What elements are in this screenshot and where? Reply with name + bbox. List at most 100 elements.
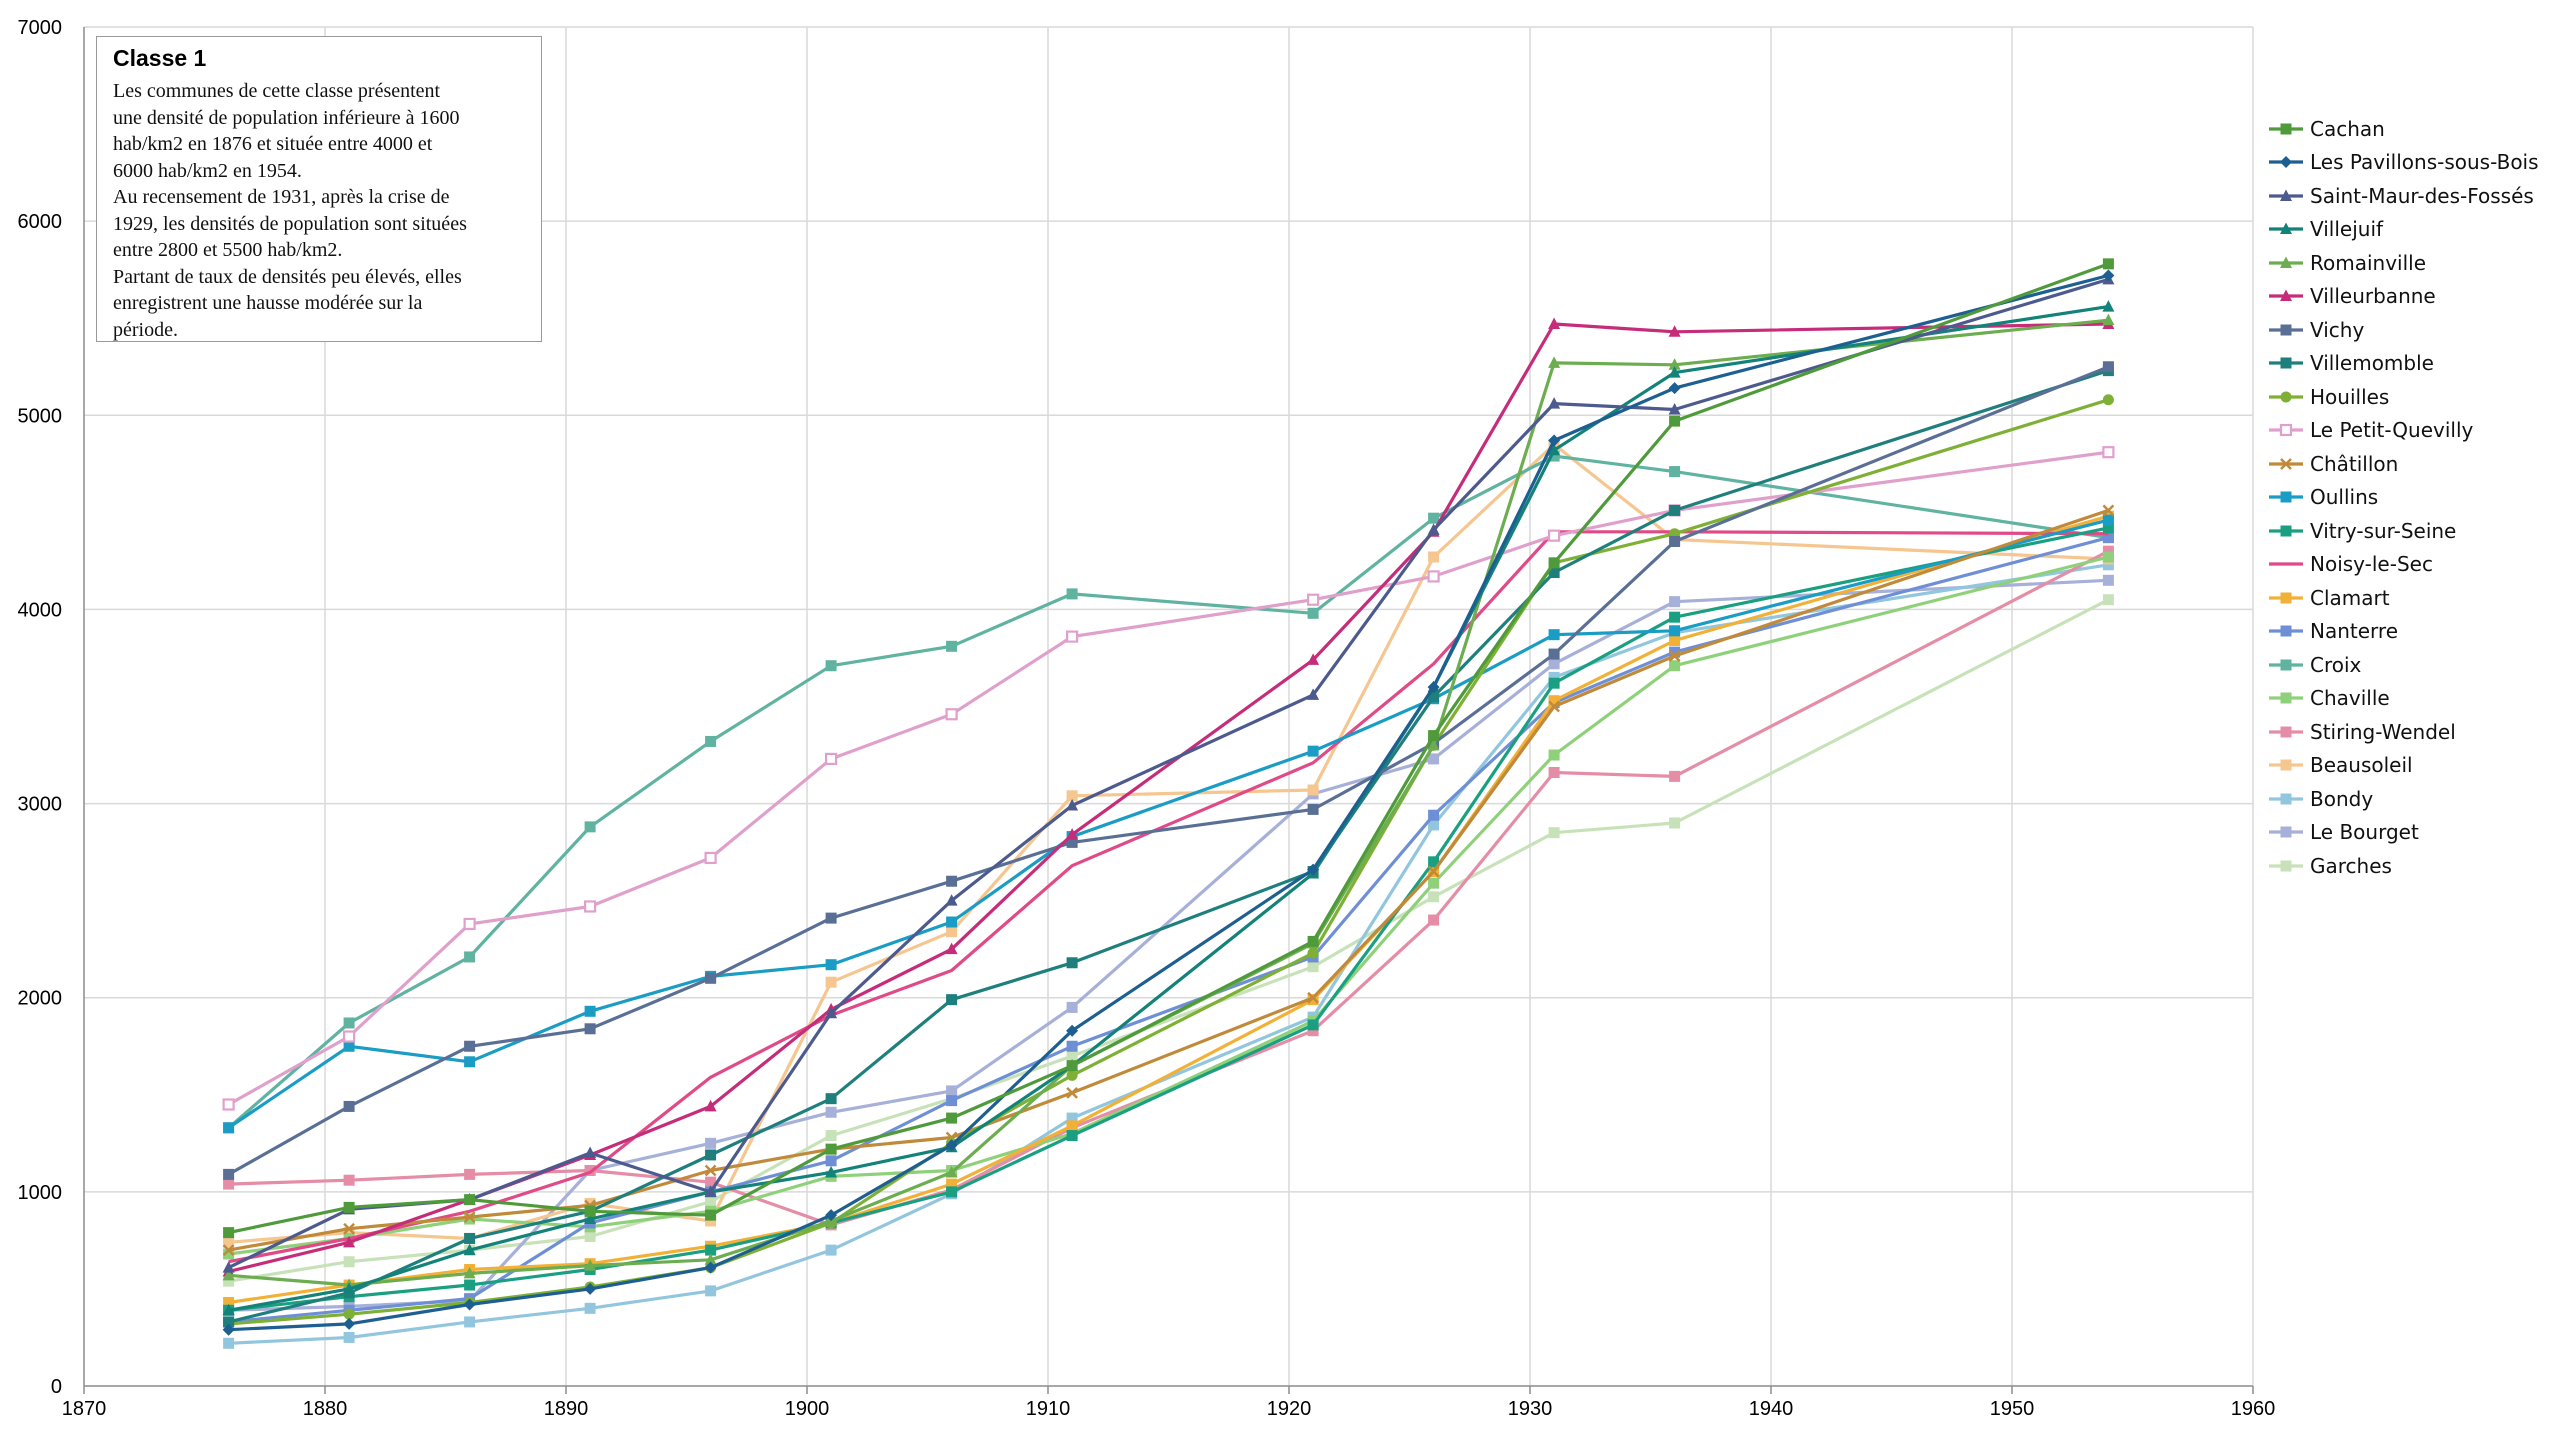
- legend-item: Beausoleil: [2268, 749, 2553, 783]
- data-point: [946, 994, 958, 1006]
- data-point: [825, 1209, 838, 1222]
- series-nanterre: [223, 532, 2114, 1328]
- data-point: [343, 1174, 355, 1186]
- data-point: [1066, 1001, 1078, 1013]
- legend-label: Les Pavillons-sous-Bois: [2310, 150, 2539, 175]
- data-point: [1307, 991, 1319, 1004]
- data-point: [1307, 935, 1319, 947]
- data-point: [2102, 574, 2114, 586]
- data-point: [1428, 856, 1440, 868]
- data-point: [2102, 394, 2114, 406]
- legend-swatch-marker: [2280, 659, 2292, 671]
- data-point: [222, 1244, 235, 1256]
- series-garches: [223, 594, 2114, 1287]
- series-cachan: [223, 258, 2114, 1239]
- data-point: [1669, 415, 1681, 427]
- annotation-text: Les communes de cette classe présentent …: [113, 78, 523, 343]
- data-point: [343, 1317, 356, 1330]
- legend-label: Romainville: [2310, 250, 2427, 275]
- annotation-line: 1929, les densités de population sont si…: [113, 212, 467, 235]
- legend-item: Villemomble: [2268, 347, 2553, 381]
- data-point: [1669, 625, 1681, 637]
- data-point: [2102, 258, 2114, 270]
- legend-swatch: [2269, 289, 2303, 302]
- annotation-line: une densité de population inférieure à 1…: [113, 106, 460, 129]
- data-point: [464, 1194, 476, 1206]
- x-tick-label: 1900: [785, 1398, 830, 1420]
- axes: [83, 27, 2254, 1394]
- legend-item: Villeurbanne: [2268, 280, 2553, 314]
- legend-swatch: [2269, 357, 2303, 369]
- legend-item: Clamart: [2268, 581, 2553, 615]
- data-point: [1428, 877, 1440, 889]
- series-stiring-wendel: [223, 545, 2114, 1231]
- data-point: [945, 1165, 958, 1178]
- legend-label: Bondy: [2310, 786, 2374, 811]
- legend-label: Châtillon: [2310, 451, 2399, 476]
- x-tick-label: 1960: [2231, 1398, 2276, 1420]
- legend-label: Oullins: [2310, 485, 2379, 510]
- data-point: [1427, 523, 1440, 535]
- data-point: [825, 1155, 837, 1167]
- annotation-line: enregistrent une hausse modérée sur la: [113, 292, 423, 314]
- data-point: [1669, 596, 1681, 608]
- data-point: [583, 900, 597, 913]
- legend-swatch-marker: [2280, 793, 2292, 805]
- data-point: [1669, 634, 1681, 646]
- legend-swatch-marker: [2280, 123, 2292, 135]
- data-point: [1066, 1120, 1078, 1132]
- annotation-line: Les communes de cette classe présentent: [113, 80, 441, 102]
- data-point: [1668, 382, 1681, 395]
- data-point: [1307, 863, 1320, 876]
- data-point: [463, 917, 476, 931]
- data-point: [464, 1168, 476, 1180]
- data-point: [584, 1282, 597, 1295]
- y-tick-label: 3000: [18, 794, 63, 816]
- data-point: [704, 1185, 717, 1197]
- marker-stroke: [463, 1211, 476, 1223]
- data-point: [945, 1139, 958, 1152]
- data-point: [946, 1095, 958, 1107]
- data-point: [1669, 770, 1681, 782]
- legend-swatch: [2269, 123, 2303, 135]
- data-point: [1427, 681, 1440, 694]
- data-point: [1669, 611, 1681, 623]
- data-point: [1306, 593, 1320, 606]
- data-point: [825, 912, 837, 924]
- legend-label: Nanterre: [2310, 619, 2398, 644]
- legend-item: Chaville: [2268, 682, 2553, 716]
- data-point: [1547, 529, 1561, 542]
- legend-swatch-marker: [2280, 289, 2292, 302]
- data-point: [946, 1085, 958, 1097]
- data-point: [1066, 799, 1079, 811]
- data-point: [343, 1235, 356, 1248]
- data-point: [1548, 629, 1560, 641]
- data-point: [1307, 803, 1319, 815]
- data-point: [1066, 1130, 1078, 1142]
- data-point: [223, 1227, 235, 1239]
- series-line: [228, 530, 2109, 1264]
- data-point: [343, 1222, 355, 1235]
- series-line: [227, 450, 2109, 1106]
- series-line: [228, 442, 2109, 1244]
- legend-item: Le Bourget: [2268, 816, 2553, 850]
- data-point: [946, 1186, 958, 1198]
- x-tick-label: 1930: [1508, 1398, 1553, 1420]
- data-point: [1668, 358, 1681, 370]
- data-point: [1307, 947, 1319, 959]
- legend-item: Cachan: [2268, 112, 2553, 146]
- series-clamart: [223, 510, 2114, 1309]
- series-line: [228, 555, 2109, 1256]
- series-line: [228, 369, 2109, 1324]
- data-point: [1548, 827, 1560, 839]
- series-villemomble: [223, 365, 2114, 1328]
- legend-label: Vichy: [2310, 317, 2365, 342]
- y-tick-label: 5000: [18, 405, 63, 427]
- legend-label: Saint-Maur-des-Fossés: [2310, 183, 2534, 208]
- data-point: [1428, 809, 1440, 821]
- data-point: [704, 851, 717, 865]
- legend-swatch-marker: [2280, 156, 2292, 169]
- legend-label: Villeurbanne: [2310, 284, 2436, 309]
- annotation-line: Au recensement de 1931, après la crise d…: [113, 186, 450, 208]
- series-beausoleil: [223, 438, 2114, 1248]
